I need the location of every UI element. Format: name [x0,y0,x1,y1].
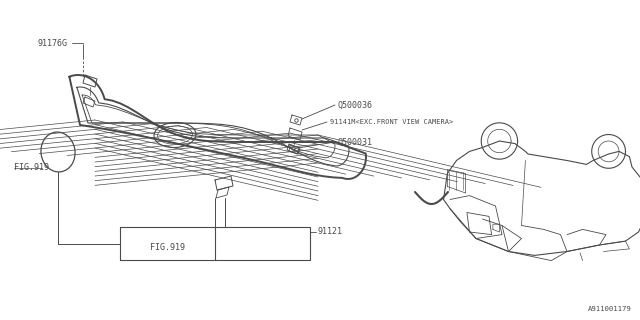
Text: Q500036: Q500036 [338,100,373,109]
Text: 91141M<EXC.FRONT VIEW CAMERA>: 91141M<EXC.FRONT VIEW CAMERA> [330,119,453,125]
Text: A911001179: A911001179 [588,306,632,312]
Text: 91121: 91121 [318,228,343,236]
Text: FIG.919: FIG.919 [14,164,49,172]
Text: FIG.919: FIG.919 [150,243,185,252]
Text: 91176G: 91176G [38,38,68,47]
Text: Q500031: Q500031 [338,138,373,147]
